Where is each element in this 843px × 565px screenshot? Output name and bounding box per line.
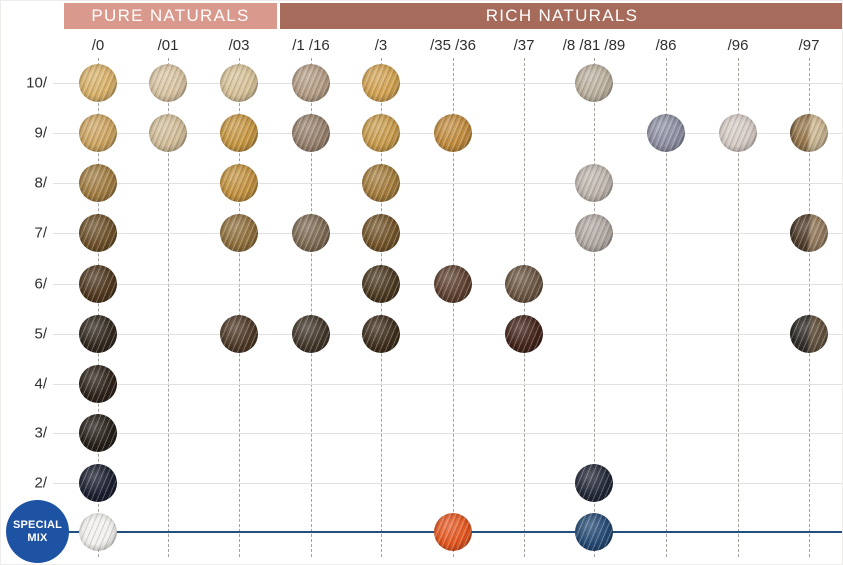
column-guide-line-6 [524, 58, 525, 557]
row-label-7: 7/ [34, 224, 47, 242]
swatch-9-86 [647, 114, 685, 152]
row-grid-line-7 [53, 433, 842, 434]
column-label-2: /03 [228, 37, 250, 54]
row-label-9: 9/ [34, 124, 47, 142]
swatch-5-37 [505, 315, 543, 353]
column-label-1: /01 [157, 37, 179, 54]
swatch-6-3536 [434, 265, 472, 303]
swatch-5-0 [79, 315, 117, 353]
column-guide-line-0 [98, 58, 99, 557]
swatch-9-3536 [434, 114, 472, 152]
row-grid-line-0 [53, 83, 842, 84]
swatch-5-116 [292, 315, 330, 353]
row-label-5: 5/ [34, 325, 47, 343]
column-guide-line-3 [311, 58, 312, 557]
swatch-8-88189 [575, 164, 613, 202]
column-guide-line-2 [239, 58, 240, 557]
swatch-6-0 [79, 265, 117, 303]
swatch-9-97 [790, 114, 828, 152]
special-mix-line1: SPECIAL [12, 518, 63, 531]
swatch-7-116 [292, 214, 330, 252]
column-guide-line-8 [666, 58, 667, 557]
column-label-6: /37 [513, 37, 535, 54]
swatch-5-97 [790, 315, 828, 353]
swatch-10-88189 [575, 64, 613, 102]
row-grid-line-5 [53, 334, 842, 335]
swatch-SPECIALMIX-0 [79, 513, 117, 551]
swatch-7-3 [362, 214, 400, 252]
swatch-5-03 [220, 315, 258, 353]
row-label-2: 2/ [34, 474, 47, 492]
row-label-4: 4/ [34, 375, 47, 393]
swatch-3-0 [79, 414, 117, 452]
column-guide-line-9 [738, 58, 739, 557]
swatch-2-88189 [575, 464, 613, 502]
swatch-9-116 [292, 114, 330, 152]
swatch-8-0 [79, 164, 117, 202]
swatch-10-01 [149, 64, 187, 102]
rich-naturals-label: RICH NATURALS [485, 6, 639, 25]
swatch-8-03 [220, 164, 258, 202]
column-guide-line-10 [809, 58, 810, 557]
row-label-6: 6/ [34, 275, 47, 293]
swatch-7-0 [79, 214, 117, 252]
row-grid-line-3 [53, 233, 842, 234]
swatch-2-0 [79, 464, 117, 502]
column-label-5: /35 /36 [430, 37, 476, 54]
row-label-10: 10/ [26, 74, 47, 92]
column-label-9: /96 [727, 37, 749, 54]
swatch-7-88189 [575, 214, 613, 252]
swatch-7-97 [790, 214, 828, 252]
row-grid-line-6 [53, 384, 842, 385]
swatch-SPECIALMIX-3536 [434, 513, 472, 551]
swatch-9-01 [149, 114, 187, 152]
swatch-4-0 [79, 365, 117, 403]
header-band-rich-naturals: RICH NATURALS [280, 3, 842, 29]
swatch-9-0 [79, 114, 117, 152]
swatch-10-03 [220, 64, 258, 102]
special-mix-badge: SPECIAL MIX [6, 500, 69, 563]
swatch-5-3 [362, 315, 400, 353]
swatch-SPECIALMIX-88189 [575, 513, 613, 551]
swatch-6-3 [362, 265, 400, 303]
header-band-pure-naturals: PURE NATURALS [64, 3, 277, 29]
row-grid-line-2 [53, 183, 842, 184]
swatch-10-3 [362, 64, 400, 102]
row-grid-line-8 [53, 483, 842, 484]
swatch-9-3 [362, 114, 400, 152]
swatch-10-116 [292, 64, 330, 102]
special-mix-line2: MIX [27, 531, 48, 544]
swatch-9-03 [220, 114, 258, 152]
pure-naturals-label: PURE NATURALS [91, 6, 250, 25]
column-label-0: /0 [91, 37, 105, 54]
swatch-8-3 [362, 164, 400, 202]
column-guide-line-1 [168, 58, 169, 557]
swatch-10-0 [79, 64, 117, 102]
column-guide-line-4 [381, 58, 382, 557]
column-guide-line-7 [594, 58, 595, 557]
column-guide-line-5 [453, 58, 454, 557]
column-label-3: /1 /16 [292, 37, 330, 54]
column-label-4: /3 [374, 37, 388, 54]
row-label-8: 8/ [34, 174, 47, 192]
row-label-3: 3/ [34, 424, 47, 442]
column-label-7: /8 /81 /89 [562, 37, 626, 54]
column-label-10: /97 [798, 37, 820, 54]
swatch-9-96 [719, 114, 757, 152]
column-label-8: /86 [655, 37, 677, 54]
swatch-7-03 [220, 214, 258, 252]
swatch-6-37 [505, 265, 543, 303]
